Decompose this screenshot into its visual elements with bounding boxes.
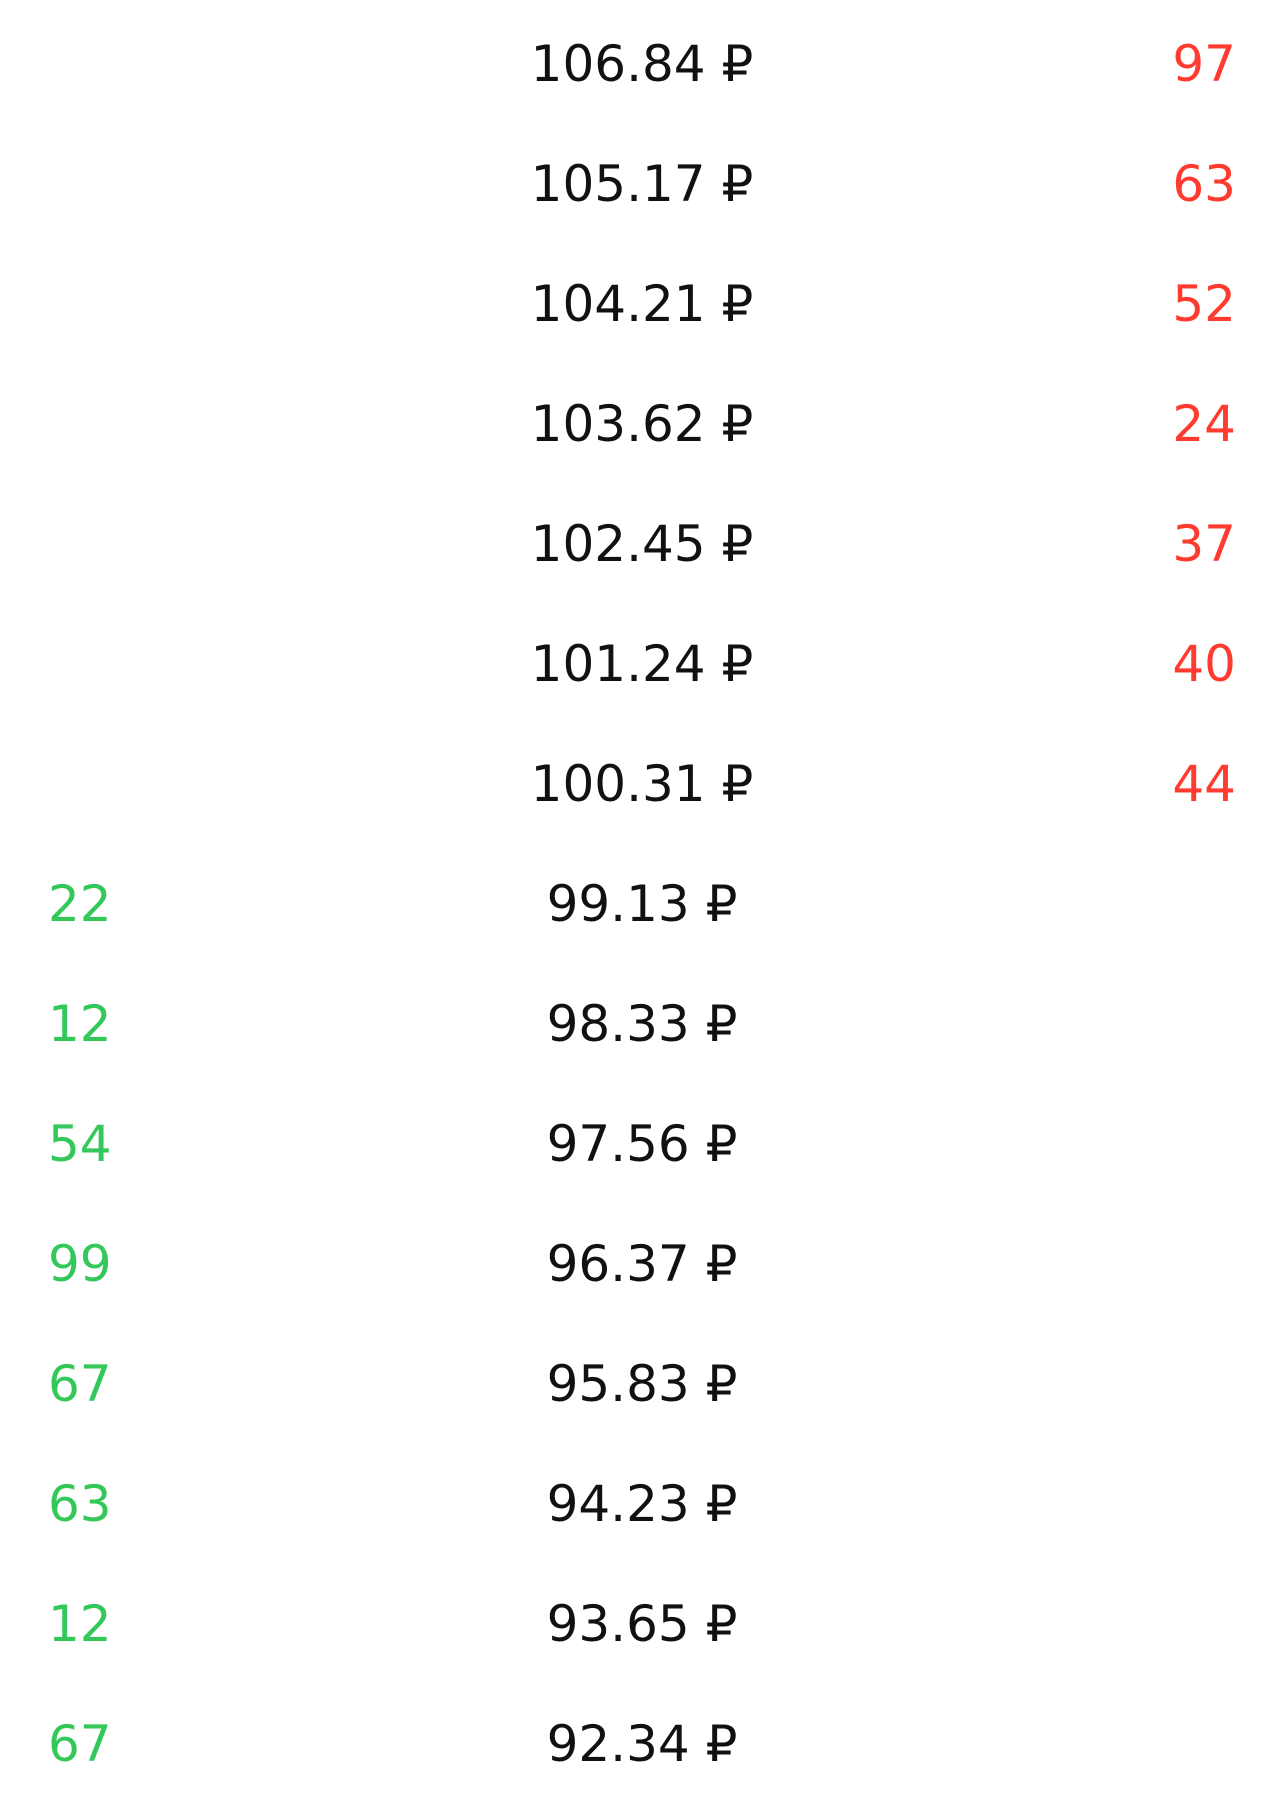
order-book-row[interactable]: 67 95.83 ₽ [0, 1324, 1284, 1444]
ask-quantity: 52 [1172, 275, 1236, 333]
price-level: 104.21 ₽ [530, 275, 754, 333]
bid-quantity [48, 484, 308, 604]
bid-quantity: 22 [48, 875, 112, 933]
ask-quantity: 44 [1172, 755, 1236, 813]
order-book-row[interactable]: 101.24 ₽ 40 [0, 604, 1284, 724]
ask-quantity [976, 1204, 1236, 1324]
order-book-row[interactable]: 67 92.34 ₽ [0, 1684, 1284, 1804]
order-book-row[interactable]: 12 98.33 ₽ [0, 964, 1284, 1084]
bid-quantity: 12 [48, 995, 112, 1053]
ask-quantity [976, 844, 1236, 964]
ask-quantity [976, 1444, 1236, 1564]
price-level: 94.23 ₽ [546, 1475, 738, 1533]
price-level: 92.34 ₽ [546, 1715, 738, 1773]
order-book-row[interactable]: 102.45 ₽ 37 [0, 484, 1284, 604]
bid-quantity [48, 724, 308, 844]
price-level: 95.83 ₽ [546, 1355, 738, 1413]
ask-quantity: 63 [1172, 155, 1236, 213]
ask-quantity [976, 1684, 1236, 1804]
ask-quantity [976, 964, 1236, 1084]
order-book-row[interactable]: 104.21 ₽ 52 [0, 244, 1284, 364]
bid-quantity: 99 [48, 1235, 112, 1293]
bid-quantity [48, 244, 308, 364]
price-level: 100.31 ₽ [530, 755, 754, 813]
price-level: 97.56 ₽ [546, 1115, 738, 1173]
price-level: 101.24 ₽ [530, 635, 754, 693]
ask-quantity [976, 1564, 1236, 1684]
price-level: 102.45 ₽ [530, 515, 754, 573]
order-book-row[interactable]: 22 99.13 ₽ [0, 844, 1284, 964]
ask-quantity [976, 1324, 1236, 1444]
order-book-row[interactable]: 100.31 ₽ 44 [0, 724, 1284, 844]
order-book-row[interactable]: 103.62 ₽ 24 [0, 364, 1284, 484]
ask-quantity: 24 [1172, 395, 1236, 453]
bid-quantity: 63 [48, 1475, 112, 1533]
ask-quantity: 40 [1172, 635, 1236, 693]
price-level: 98.33 ₽ [546, 995, 738, 1053]
order-book-row[interactable]: 54 97.56 ₽ [0, 1084, 1284, 1204]
order-book-row[interactable]: 105.17 ₽ 63 [0, 124, 1284, 244]
order-book-row[interactable]: 12 93.65 ₽ [0, 1564, 1284, 1684]
ask-quantity: 37 [1172, 515, 1236, 573]
order-book-row[interactable]: 99 96.37 ₽ [0, 1204, 1284, 1324]
price-level: 105.17 ₽ [530, 155, 754, 213]
order-book-row[interactable]: 63 94.23 ₽ [0, 1444, 1284, 1564]
price-level: 103.62 ₽ [530, 395, 754, 453]
price-level: 99.13 ₽ [546, 875, 738, 933]
bid-quantity: 12 [48, 1595, 112, 1653]
order-book-row[interactable]: 106.84 ₽ 97 [0, 4, 1284, 124]
price-level: 106.84 ₽ [530, 35, 754, 93]
bid-quantity [48, 4, 308, 124]
bid-quantity: 67 [48, 1355, 112, 1413]
ask-quantity [976, 1084, 1236, 1204]
bid-quantity: 67 [48, 1715, 112, 1773]
bid-quantity: 54 [48, 1115, 112, 1173]
ask-quantity: 97 [1172, 35, 1236, 93]
bid-quantity [48, 364, 308, 484]
price-level: 93.65 ₽ [546, 1595, 738, 1653]
bid-quantity [48, 604, 308, 724]
price-level: 96.37 ₽ [546, 1235, 738, 1293]
bid-quantity [48, 124, 308, 244]
